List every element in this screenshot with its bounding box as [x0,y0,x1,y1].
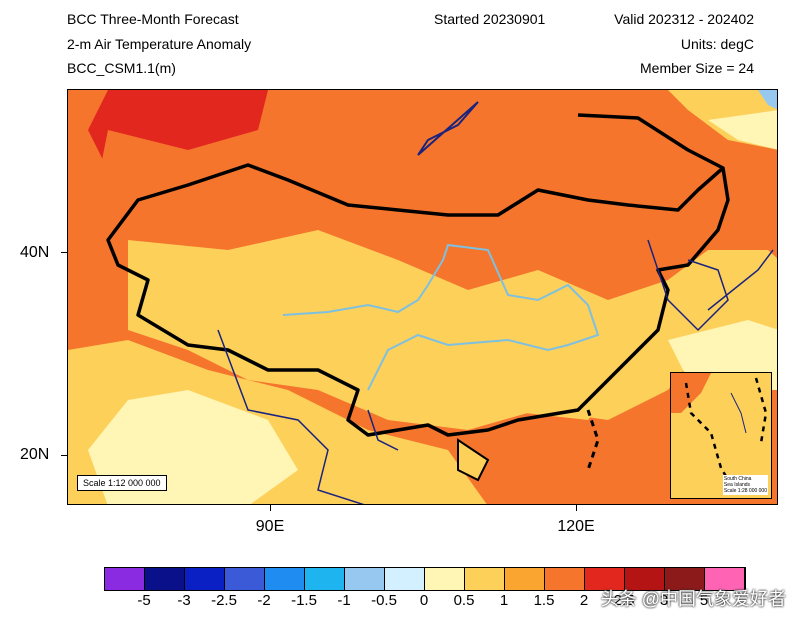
colorbar-label: 0 [419,592,429,609]
colorbar-label: -1.5 [291,592,317,609]
colorbar-swatch [265,568,305,590]
lat-tick [61,252,67,253]
colorbar-swatch [625,568,665,590]
colorbar-label: -3 [177,592,191,609]
colorbar-swatch [185,568,225,590]
colorbar-swatch [705,568,745,590]
lon-tick [576,505,577,511]
colorbar-label: 5 [699,592,709,609]
south-china-sea-inset: South China Sea Islands Scale 1:28 000 0… [670,372,772,499]
colorbar-swatch [505,568,545,590]
colorbar-swatch [345,568,385,590]
lat-tick [61,455,67,456]
member-size: Member Size = 24 [640,60,754,76]
lat-label-40n: 40N [20,244,50,261]
colorbar-swatch [385,568,425,590]
map-scale: Scale 1:12 000 000 [77,475,167,491]
lat-label-20n: 20N [20,446,50,463]
colorbar-label: 0.5 [453,592,475,609]
colorbar-swatch [225,568,265,590]
colorbar-swatch [425,568,465,590]
colorbar-swatch [105,568,145,590]
valid-period: Valid 202312 - 202402 [614,11,754,27]
colorbar-label: 2 [579,592,589,609]
colorbar-labels: -5 -3 -2.5 -2 -1.5 -1 -0.5 0 0.5 1 1.5 2 2.5 3 5 [104,592,744,612]
forecast-title: BCC Three-Month Forecast [67,11,239,27]
anomaly-map: Scale 1:12 000 000 South China Sea Islan… [67,89,778,505]
inset-caption-line: South China [723,476,752,482]
lon-label-90e: 90E [255,518,285,535]
colorbar-swatch [585,568,625,590]
units-label: Units: degC [680,36,754,52]
colorbar-label: 3 [659,592,669,609]
inset-caption: South China Sea Islands Scale 1:28 000 0… [722,475,768,495]
colorbar-label: 1.5 [533,592,555,609]
variable-label: 2-m Air Temperature Anomaly [67,36,252,52]
colorbar-label: -5 [137,592,151,609]
anomaly-map-graphic [68,90,777,504]
lon-tick [270,505,271,511]
watermark-text: 头条 @中国气象爱好者 [600,589,786,609]
colorbar [104,567,746,591]
colorbar-label: 1 [499,592,509,609]
colorbar-swatch [145,568,185,590]
colorbar-label: -2.5 [211,592,237,609]
colorbar-swatch [665,568,705,590]
colorbar-label: -1 [337,592,351,609]
lon-label-120e: 120E [557,518,595,535]
colorbar-label: -2 [257,592,271,609]
colorbar-label: 2.5 [613,592,635,609]
colorbar-label: -0.5 [371,592,397,609]
start-date: Started 20230901 [434,11,546,27]
inset-caption-line: Scale 1:28 000 000 [723,488,767,494]
inset-caption-line: Sea Islands [723,482,751,488]
colorbar-swatch [305,568,345,590]
colorbar-swatch [465,568,505,590]
model-label: BCC_CSM1.1(m) [67,60,176,76]
colorbar-swatch [545,568,585,590]
